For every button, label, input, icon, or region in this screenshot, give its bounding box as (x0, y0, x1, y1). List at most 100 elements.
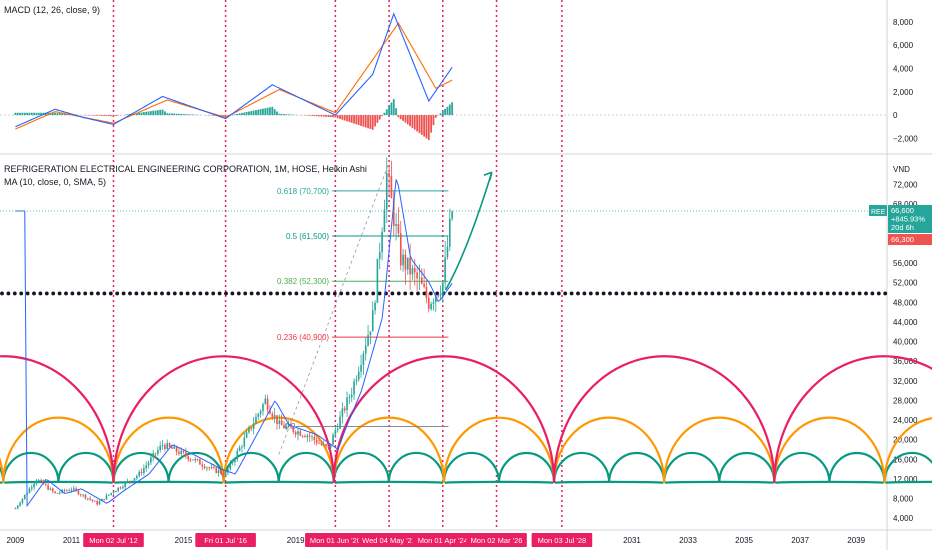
candle-body (257, 413, 260, 417)
macd-tick-label: −2,000 (893, 134, 918, 143)
candle-body (353, 381, 355, 395)
macd-histogram-bar (241, 112, 243, 116)
macd-histogram-bar (264, 108, 267, 116)
support-dot (524, 291, 529, 296)
macd-histogram-bar (61, 113, 64, 116)
candle-body (332, 434, 334, 445)
candle-body (208, 467, 211, 469)
macd-histogram-bar (313, 115, 316, 117)
macd-legend: MACD (12, 26, close, 9) (4, 5, 101, 15)
macd-histogram-bar (367, 115, 369, 129)
support-dot (422, 291, 427, 296)
candle-body (77, 490, 80, 495)
candle-body (448, 218, 451, 247)
support-dot (224, 291, 228, 296)
candle-body (108, 494, 110, 496)
candle-body (150, 457, 152, 463)
macd-histogram-bar (14, 112, 17, 116)
support-dot (819, 291, 824, 296)
candle-body (112, 492, 115, 494)
candle-body (203, 466, 206, 469)
price-tick-label: 12,000 (893, 475, 918, 484)
macd-histogram-bar (427, 115, 430, 141)
candle-body (54, 491, 56, 494)
macd-histogram-bar (91, 115, 94, 116)
macd-histogram-bar (16, 112, 19, 116)
support-dot (153, 291, 158, 296)
macd-histogram-bar (404, 115, 407, 123)
macd-histogram-bar (154, 110, 157, 116)
support-dot (83, 291, 88, 296)
macd-histogram-bar (343, 115, 346, 121)
macd-histogram-bar (182, 114, 185, 116)
support-dot (729, 291, 734, 296)
candle-body (383, 209, 386, 232)
support-dot (512, 291, 516, 296)
support-dot (876, 291, 881, 296)
candle-body (40, 479, 42, 481)
support-dot (448, 291, 452, 296)
fib-level-label: 0.618 (70,700) (277, 187, 329, 196)
macd-histogram-bar (378, 115, 381, 120)
candle-body (185, 452, 187, 457)
candle-body (255, 416, 257, 424)
cycle-arc-small (608, 451, 666, 483)
candle-body (416, 272, 418, 279)
candle-body (362, 353, 365, 366)
support-dot (723, 291, 728, 296)
macd-histogram-bar (192, 114, 194, 116)
macd-histogram-bar (290, 114, 292, 116)
macd-histogram-bar (56, 112, 59, 116)
candle-body (385, 172, 388, 210)
macd-histogram-bar (397, 115, 400, 118)
candle-body (259, 411, 262, 414)
support-dot (710, 291, 715, 296)
cycle-arc-medium (773, 416, 886, 483)
candle-body (138, 471, 141, 476)
candle-body (105, 495, 108, 500)
candle-body (14, 508, 17, 510)
support-dot (857, 291, 862, 296)
candle-body (276, 415, 278, 424)
price-tag-value: 66,600 (891, 206, 914, 215)
candle-body (234, 459, 236, 463)
cycle-date-tag-bg (305, 533, 366, 547)
candle-body (320, 443, 323, 445)
candle-body (213, 466, 215, 468)
macd-histogram-bar (168, 113, 171, 116)
macd-histogram-bar (334, 115, 337, 118)
macd-histogram-bar (252, 110, 255, 116)
macd-histogram-bar (406, 115, 409, 125)
candle-body (294, 432, 297, 435)
candle-body (299, 431, 302, 436)
candle-body (418, 277, 421, 279)
price-tick-label: 8,000 (893, 495, 914, 504)
macd-histogram-bar (245, 111, 248, 116)
support-dot (121, 291, 126, 296)
support-dot (576, 291, 580, 296)
candle-body (264, 398, 267, 405)
cycle-arc-small (718, 452, 776, 483)
macd-histogram-bar (30, 112, 33, 116)
candle-body (434, 295, 437, 303)
candle-body (390, 176, 393, 199)
chart-title: REFRIGERATION ELECTRICAL ENGINEERING COR… (4, 164, 367, 174)
macd-histogram-bar (311, 115, 313, 116)
macd-histogram-bar (222, 115, 225, 117)
support-dot (57, 291, 62, 296)
macd-histogram-bar (369, 115, 372, 130)
macd-histogram-bar (250, 111, 253, 116)
support-dot (0, 291, 4, 296)
support-dot (569, 291, 574, 296)
candle-body (103, 498, 105, 500)
cycle-arc-medium (552, 416, 666, 483)
cycle-arc-medium (332, 416, 446, 483)
macd-histogram-bar (322, 115, 325, 117)
support-dot (736, 291, 740, 296)
macd-histogram-bar (371, 115, 374, 130)
macd-histogram-bar (432, 115, 435, 126)
support-dot (416, 291, 420, 296)
macd-histogram-bar (439, 113, 442, 116)
support-dot (262, 291, 267, 296)
year-tick-label: 2019 (287, 536, 305, 545)
